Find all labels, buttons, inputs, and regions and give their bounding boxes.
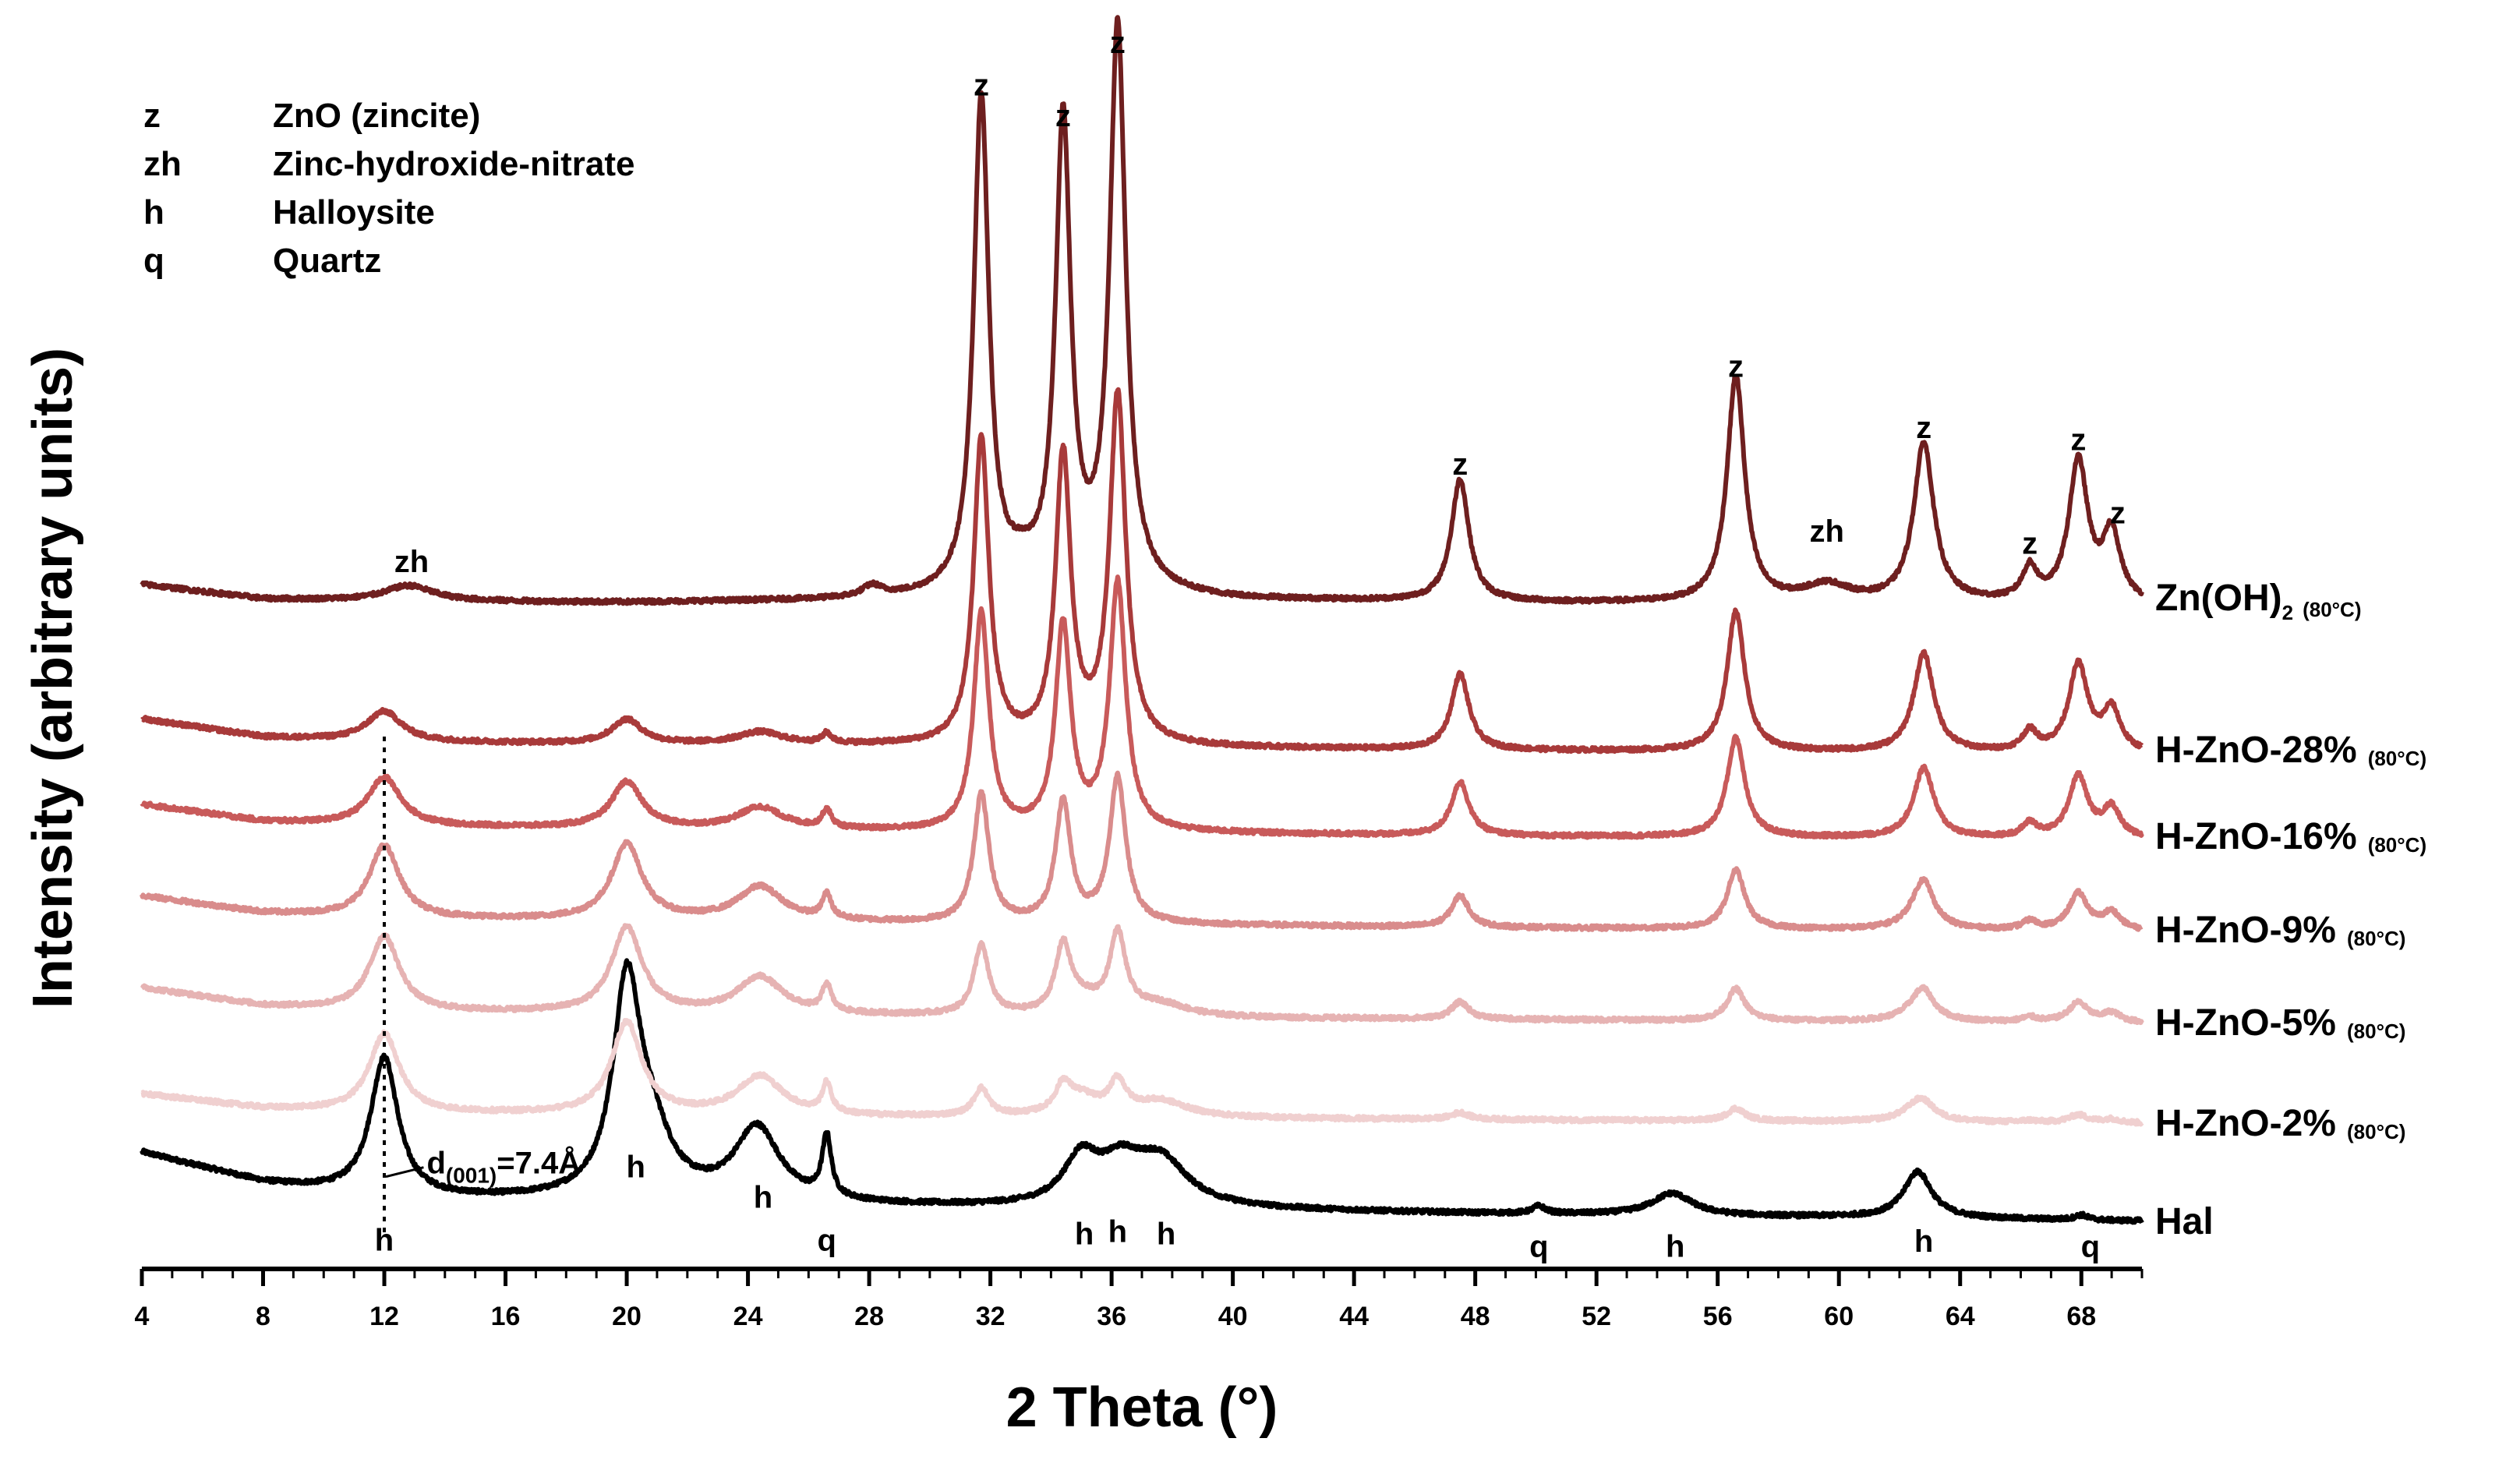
peak-label: z <box>2070 422 2086 457</box>
legend-name: Zinc-hydroxide-nitrate <box>273 145 635 183</box>
x-tick-label: 16 <box>491 1302 521 1331</box>
x-axis-ticks: 4 8 12 16 20 24 28 32 36 40 44 48 52 56 60 64 68 <box>135 1269 2144 1331</box>
x-tick-label: 4 <box>135 1302 150 1331</box>
series-layer: Hal H-ZnO-2% (80°C) H-ZnO-5% (80°C) H-ZnO-9%(… <box>140 15 2426 1242</box>
peak-label: z <box>1110 26 1126 60</box>
peak-label: h <box>1108 1215 1127 1249</box>
x-tick-label: 24 <box>733 1302 763 1331</box>
peak-label: z <box>2022 527 2038 561</box>
x-tick-label: 48 <box>1461 1302 1490 1331</box>
peak-label: h <box>754 1181 772 1215</box>
peak-label: z <box>1916 411 1932 445</box>
series-line <box>140 958 2144 1225</box>
x-tick-label: 12 <box>369 1302 399 1331</box>
x-tick-label: 28 <box>854 1302 884 1331</box>
series-label: Hal <box>2155 1201 2214 1242</box>
series-label: Zn(OH)2 (80°C) <box>2155 578 2362 624</box>
peak-label: zh <box>394 545 429 579</box>
legend-symbol: q <box>143 242 164 280</box>
peak-label: q <box>817 1223 836 1257</box>
series-line <box>140 15 2144 606</box>
series-line <box>140 923 2144 1026</box>
peak-label: h <box>1914 1224 1933 1259</box>
peak-label: q <box>2081 1229 2100 1263</box>
peak-label: h <box>1666 1229 1684 1263</box>
x-tick-label: 56 <box>1703 1302 1733 1331</box>
series-h-zno-16-: H-ZnO-16% (80°C) <box>140 574 2426 857</box>
legend-symbol: zh <box>143 145 182 183</box>
series-zn-oh-: Zn(OH)2 (80°C) <box>140 15 2362 624</box>
series-h-zno-5-: H-ZnO-5% (80°C) <box>140 923 2405 1044</box>
series-line <box>140 387 2144 754</box>
peak-label: z <box>2110 497 2126 531</box>
x-tick-label: 44 <box>1339 1302 1369 1331</box>
series-line <box>140 574 2144 840</box>
x-axis-title: 2 Theta (°) <box>1006 1376 1278 1439</box>
x-axis: 4 8 12 16 20 24 28 32 36 40 44 48 52 56 60 64 68 <box>135 1267 2144 1331</box>
series-line <box>140 770 2144 932</box>
x-tick-label: 20 <box>612 1302 641 1331</box>
x-tick-label: 32 <box>976 1302 1006 1331</box>
legend-symbol: z <box>143 97 161 135</box>
peak-label: z <box>1055 99 1071 133</box>
legend-symbol: h <box>143 193 164 231</box>
peak-label: z <box>974 69 989 103</box>
peak-label: z <box>1452 447 1468 482</box>
series-h-zno-28-: H-ZnO-28% (80°C) <box>140 387 2426 771</box>
series-line <box>140 1018 2144 1127</box>
peak-label: h <box>627 1150 645 1184</box>
peak-label: q <box>1529 1229 1548 1263</box>
legend-name: Quartz <box>273 242 381 280</box>
series-label: H-ZnO-9% (80°C) <box>2155 910 2405 951</box>
peak-label: h <box>375 1223 394 1257</box>
series-label: H-ZnO-2% (80°C) <box>2155 1103 2405 1144</box>
legend-name: Halloysite <box>273 193 435 231</box>
peak-label: h <box>1075 1217 1094 1252</box>
series-h-zno-9-: H-ZnO-9% (80°C) <box>140 770 2405 951</box>
series-label: H-ZnO-28% (80°C) <box>2155 730 2426 771</box>
peak-label: z <box>1728 349 1744 383</box>
series-h-zno-2-: H-ZnO-2% (80°C) <box>140 1018 2405 1144</box>
x-tick-label: 64 <box>1946 1302 1975 1331</box>
peak-label: zh <box>1809 514 1843 549</box>
x-tick-label: 40 <box>1218 1302 1248 1331</box>
legend-name: ZnO (zincite) <box>273 97 480 135</box>
legend: z ZnO (zincite) zh Zinc-hydroxide-nitrat… <box>143 97 635 280</box>
d001-annotation: d(001)=7.4Å <box>426 1146 581 1188</box>
d001-pointer <box>385 1166 424 1179</box>
x-tick-label: 52 <box>1582 1302 1611 1331</box>
peak-label: h <box>1157 1217 1175 1252</box>
y-axis-title: Intensity (arbitrary units) <box>22 348 84 1009</box>
series-label: H-ZnO-16% (80°C) <box>2155 816 2426 857</box>
x-tick-label: 68 <box>2066 1302 2096 1331</box>
x-tick-label: 60 <box>1824 1302 1854 1331</box>
series-hal: Hal <box>140 958 2214 1242</box>
series-label: H-ZnO-5% (80°C) <box>2155 1002 2405 1044</box>
x-tick-label: 36 <box>1097 1302 1126 1331</box>
x-tick-label: 8 <box>256 1302 270 1331</box>
